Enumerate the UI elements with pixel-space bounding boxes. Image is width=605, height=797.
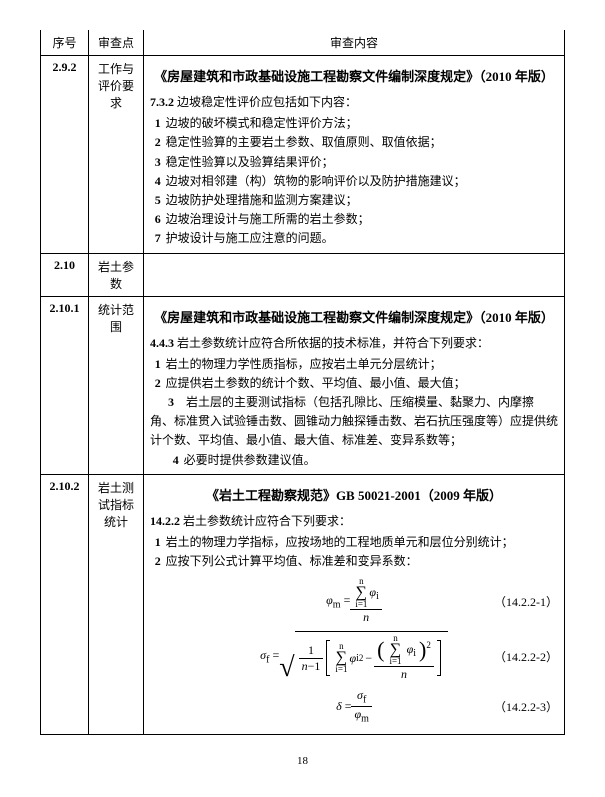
list-item: 1边坡的破坏模式和稳定性评价方法； — [168, 114, 558, 133]
list-item: 3稳定性验算以及验算结果评价； — [168, 153, 558, 172]
clause: 7.3.2 边坡稳定性评价应包括如下内容： — [150, 93, 558, 112]
clause-num: 14.2.2 — [150, 514, 180, 528]
row-content: 《岩土工程勘察规范》GB 50021-2001（2009 年版） 14.2.2 … — [144, 474, 565, 734]
list-item: 2稳定性验算的主要岩土参数、取值原则、取值依据； — [168, 133, 558, 152]
row-point: 岩土参数 — [89, 253, 144, 296]
formula-mean: φm = n∑i=1φi n （14.2.2-1） — [150, 577, 558, 625]
header-index: 序号 — [41, 30, 89, 56]
list-item: 1岩土的物理力学指标，应按场地的工程地质单元和层位分别统计； — [168, 533, 558, 552]
formula-label: （14.2.2-2） — [494, 648, 558, 665]
clause-num: 4.4.3 — [150, 336, 174, 350]
formula-stddev: σf = √ 1 n−1 n∑i=1 φi2 − — [150, 631, 558, 682]
clause-text: 边坡稳定性评价应包括如下内容： — [177, 95, 357, 109]
header-content: 审查内容 — [144, 30, 565, 56]
clause-text: 岩土参数统计应符合下列要求： — [183, 514, 351, 528]
review-table: 序号 审查点 审查内容 2.9.2 工作与评价要求 《房屋建筑和市政基础设施工程… — [40, 30, 565, 735]
row-index: 2.9.2 — [41, 56, 89, 254]
list-item: 4必要时提供参数建议值。 — [186, 451, 558, 470]
table-row: 2.9.2 工作与评价要求 《房屋建筑和市政基础设施工程勘察文件编制深度规定》（… — [41, 56, 565, 254]
formula-label: （14.2.2-3） — [494, 698, 558, 715]
table-row: 2.10.1 统计范围 《房屋建筑和市政基础设施工程勘察文件编制深度规定》（20… — [41, 296, 565, 474]
doc-title: 《岩土工程勘察规范》GB 50021-2001（2009 年版） — [150, 485, 558, 504]
doc-title: 《房屋建筑和市政基础设施工程勘察文件编制深度规定》（2010 年版） — [150, 307, 558, 326]
row-content: 《房屋建筑和市政基础设施工程勘察文件编制深度规定》（2010 年版） 4.4.3… — [144, 296, 565, 474]
row-content — [144, 253, 565, 296]
row-content: 《房屋建筑和市政基础设施工程勘察文件编制深度规定》（2010 年版） 7.3.2… — [144, 56, 565, 254]
row-point: 工作与评价要求 — [89, 56, 144, 254]
row-index: 2.10 — [41, 253, 89, 296]
header-point: 审查点 — [89, 30, 144, 56]
table-row: 2.10.2 岩土测试指标统计 《岩土工程勘察规范》GB 50021-2001（… — [41, 474, 565, 734]
list-item: 5边坡防护处理措施和监测方案建议； — [168, 191, 558, 210]
clause-num: 7.3.2 — [150, 95, 174, 109]
page-number: 18 — [40, 755, 565, 767]
clause: 4.4.3 岩土参数统计应符合所依据的技术标准，并符合下列要求： — [150, 334, 558, 353]
list-item: 7护坡设计与施工应注意的问题。 — [168, 229, 558, 248]
list-item: 6边坡治理设计与施工所需的岩土参数； — [168, 210, 558, 229]
list-item: 1岩土的物理力学性质指标，应按岩土单元分层统计； — [168, 355, 558, 374]
list-item: 3 岩土层的主要测试指标（包括孔隙比、压缩模量、黏聚力、内摩擦角、标准贯入试验锤… — [150, 393, 558, 451]
table-row: 2.10 岩土参数 — [41, 253, 565, 296]
row-index: 2.10.1 — [41, 296, 89, 474]
doc-title: 《房屋建筑和市政基础设施工程勘察文件编制深度规定》（2010 年版） — [150, 66, 558, 85]
row-index: 2.10.2 — [41, 474, 89, 734]
list-item: 4边坡对相邻建（构）筑物的影响评价以及防护措施建议； — [168, 172, 558, 191]
formula-cov: δ = σf φm （14.2.2-3） — [150, 688, 558, 724]
list-item: 2应提供岩土参数的统计个数、平均值、最小值、最大值； — [168, 374, 558, 393]
clause-text: 岩土参数统计应符合所依据的技术标准，并符合下列要求： — [177, 336, 489, 350]
list-item: 2应按下列公式计算平均值、标准差和变异系数： — [168, 552, 558, 571]
row-point: 岩土测试指标统计 — [89, 474, 144, 734]
clause: 14.2.2 岩土参数统计应符合下列要求： — [150, 512, 558, 531]
formula-label: （14.2.2-1） — [494, 593, 558, 610]
row-point: 统计范围 — [89, 296, 144, 474]
